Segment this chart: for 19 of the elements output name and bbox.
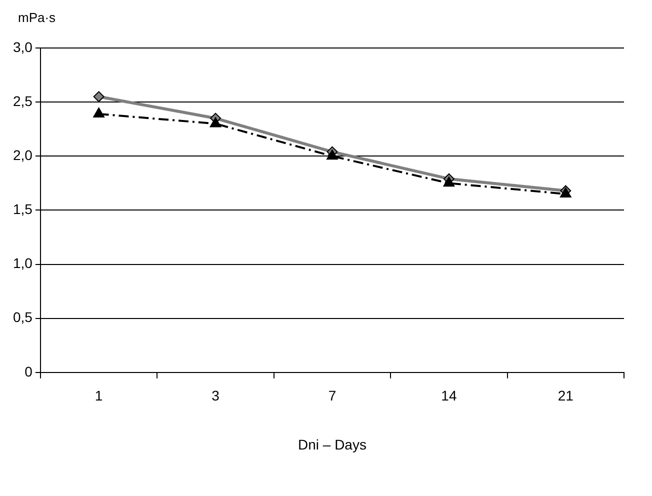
y-tick-label: 2,5	[12, 92, 33, 109]
point	[93, 107, 105, 118]
x-tick-label: 7	[328, 388, 336, 404]
y-tick-label: 1,0	[12, 255, 33, 272]
y-tick-label: 3,0	[12, 38, 33, 55]
point	[93, 91, 104, 102]
y-axis-title: mPa·s	[18, 10, 56, 26]
x-axis-title: Dni – Days	[298, 436, 366, 452]
y-tick-label: 1,5	[12, 201, 33, 218]
y-tick-label: 2,0	[12, 146, 33, 163]
point	[443, 176, 455, 187]
x-tick-label: 14	[441, 388, 457, 404]
point	[326, 150, 338, 160]
x-tick-label: 1	[94, 388, 103, 404]
y-tick-label: 0,5	[12, 309, 33, 326]
x-tick-label: 3	[212, 388, 220, 404]
point	[210, 117, 222, 128]
y-tick-label: 0	[24, 363, 33, 380]
x-tick-label: 21	[558, 388, 574, 404]
